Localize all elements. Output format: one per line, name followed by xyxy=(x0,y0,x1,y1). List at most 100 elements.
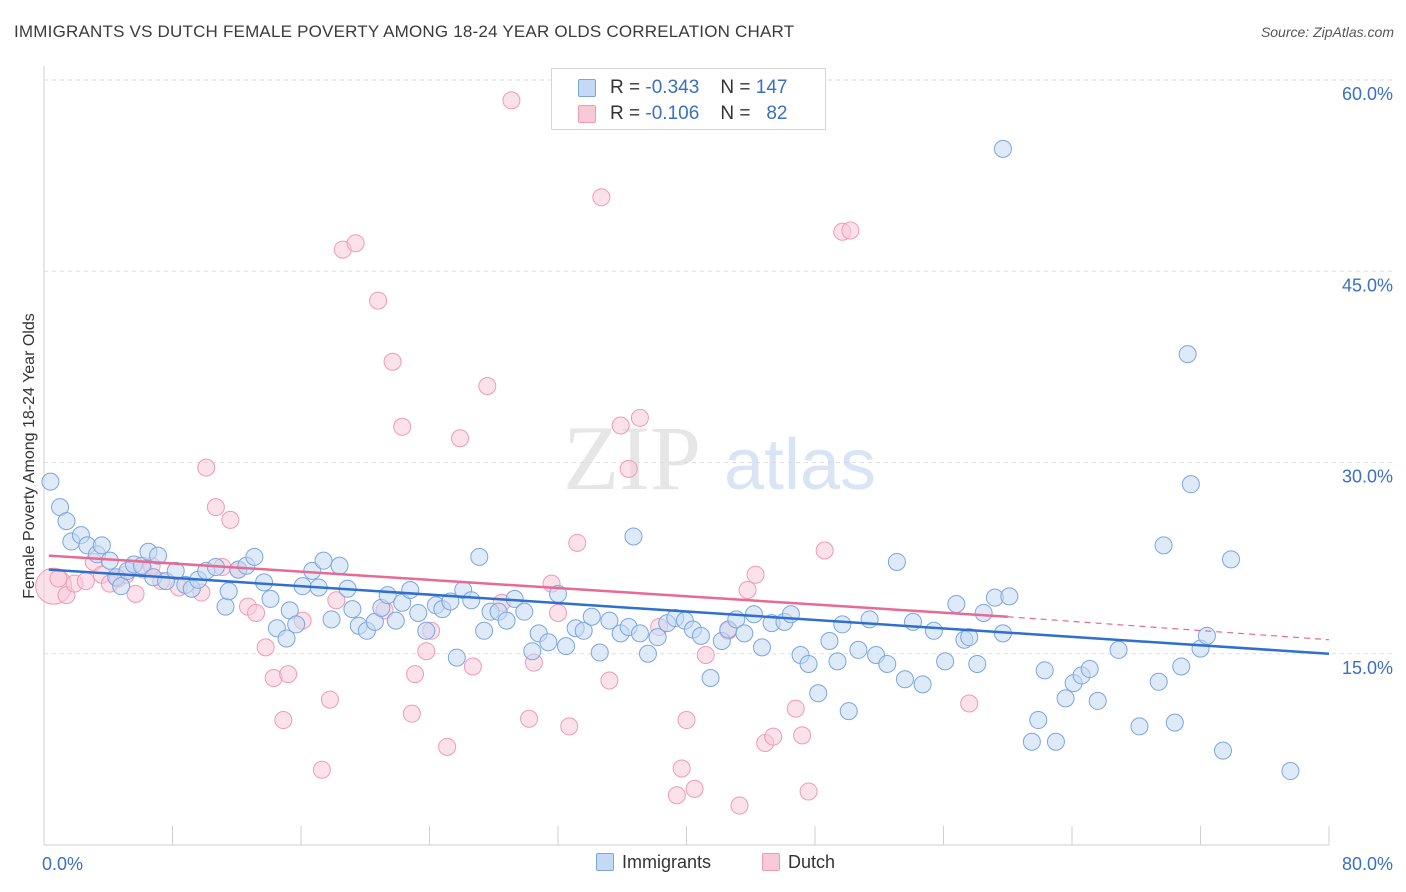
immigrants-point xyxy=(936,652,955,671)
dutch-point xyxy=(568,533,587,552)
dutch-point xyxy=(256,638,275,657)
immigrants-point xyxy=(216,597,235,616)
immigrants-point xyxy=(735,624,754,643)
dutch-trend-line xyxy=(48,554,1008,619)
legend-n-value: 147 xyxy=(755,77,788,98)
immigrants-point xyxy=(638,644,657,663)
dutch-point xyxy=(274,711,293,730)
dutch-legend-swatch xyxy=(762,853,780,871)
immigrants-point xyxy=(590,643,609,662)
dutch-point xyxy=(592,188,611,207)
immigrants-point xyxy=(470,547,489,566)
dutch-point xyxy=(346,234,365,253)
dutch-point xyxy=(417,642,436,661)
dutch-point xyxy=(478,377,497,395)
chart-title: IMMIGRANTS VS DUTCH FEMALE POVERTY AMONG… xyxy=(14,22,795,41)
immigrants-point xyxy=(574,621,593,640)
dutch-point xyxy=(247,603,266,622)
dutch-point xyxy=(197,458,216,477)
immigrants-point xyxy=(1213,741,1232,760)
immigrants-point xyxy=(968,654,987,673)
immigrants-point xyxy=(895,670,914,689)
immigrants-point xyxy=(1109,640,1128,659)
dutch-legend-label: Dutch xyxy=(788,852,836,872)
immigrants-point xyxy=(523,642,542,661)
immigrants-point xyxy=(409,603,428,622)
dutch-point xyxy=(502,91,521,110)
dutch-point xyxy=(685,779,704,798)
trend-lines xyxy=(48,554,1330,655)
legend-r-label: R = xyxy=(610,77,641,98)
dutch-point xyxy=(279,665,298,684)
immigrants-point xyxy=(828,652,847,671)
dutch-point xyxy=(320,690,339,709)
dutch-point xyxy=(206,498,225,517)
immigrants-point xyxy=(878,654,897,673)
immigrants-point xyxy=(112,577,131,596)
dutch-point xyxy=(696,646,715,665)
immigrants-point xyxy=(799,654,818,673)
immigrants-point xyxy=(557,637,576,656)
dutch-point xyxy=(619,459,638,478)
immigrants-point xyxy=(1056,689,1075,708)
y-tick-label: 15.0% xyxy=(1342,658,1393,678)
immigrants-point xyxy=(701,668,720,687)
dutch-point xyxy=(369,291,388,310)
dutch-point xyxy=(438,737,457,756)
legend-n-label: N = xyxy=(720,77,751,98)
immigrants-point xyxy=(833,615,852,634)
immigrants-legend-label: Immigrants xyxy=(622,852,712,872)
watermark-atlas: atlas xyxy=(724,425,876,505)
immigrants-point xyxy=(1197,626,1216,645)
immigrants-points xyxy=(41,139,1300,781)
immigrants-point xyxy=(624,527,643,546)
immigrants-point xyxy=(261,589,280,608)
immigrants-point xyxy=(860,610,879,629)
immigrants-point xyxy=(219,582,238,601)
tick-labels: 15.0% 30.0% 45.0% 60.0% 0.0% 80.0% xyxy=(42,84,1393,874)
immigrants-point xyxy=(1130,717,1149,736)
immigrants-point xyxy=(600,611,619,630)
dutch-point xyxy=(221,510,240,529)
immigrants-point xyxy=(1178,345,1197,364)
dutch-point xyxy=(667,786,686,805)
dutch-point xyxy=(600,671,619,690)
immigrants-point xyxy=(820,632,839,650)
bottom-legend-dutch: Dutch xyxy=(762,852,835,873)
y-tick-label: 30.0% xyxy=(1342,467,1393,487)
immigrants-point xyxy=(1154,536,1173,555)
dutch-point xyxy=(764,727,783,746)
x-tick-label: 80.0% xyxy=(1342,854,1393,874)
immigrants-point xyxy=(417,621,436,640)
immigrants-point xyxy=(515,602,534,621)
immigrants-point xyxy=(539,633,558,652)
immigrants-point xyxy=(314,551,333,570)
immigrants-point xyxy=(582,607,601,626)
dutch-point xyxy=(746,565,765,584)
immigrants-point xyxy=(92,536,111,555)
watermark-zip: ZIP xyxy=(563,407,701,509)
dutch-point xyxy=(76,572,95,591)
dutch-point xyxy=(786,699,805,718)
dutch-points xyxy=(35,91,979,815)
legend-r-value: -0.343 xyxy=(645,77,700,98)
dutch-point xyxy=(406,665,425,684)
legend-n-value: 82 xyxy=(766,103,788,124)
immigrants-point xyxy=(57,512,76,531)
dutch-point xyxy=(383,352,402,371)
legend-r-label: R = xyxy=(610,103,641,124)
immigrants-point xyxy=(386,611,405,630)
immigrants-swatch xyxy=(578,79,596,97)
immigrants-point xyxy=(781,605,800,624)
dutch-point xyxy=(960,694,979,713)
watermark: ZIP atlas xyxy=(563,407,876,509)
immigrants-point xyxy=(1088,691,1107,710)
correlation-legend: R = -0.343 N = 147 R = -0.106 N = 82 xyxy=(551,68,826,130)
dutch-point xyxy=(560,717,579,736)
dutch-point xyxy=(630,408,649,427)
immigrants-point xyxy=(343,600,362,619)
immigrants-point xyxy=(993,139,1012,158)
y-tick-label: 45.0% xyxy=(1342,275,1393,295)
immigrants-legend-swatch xyxy=(596,853,614,871)
